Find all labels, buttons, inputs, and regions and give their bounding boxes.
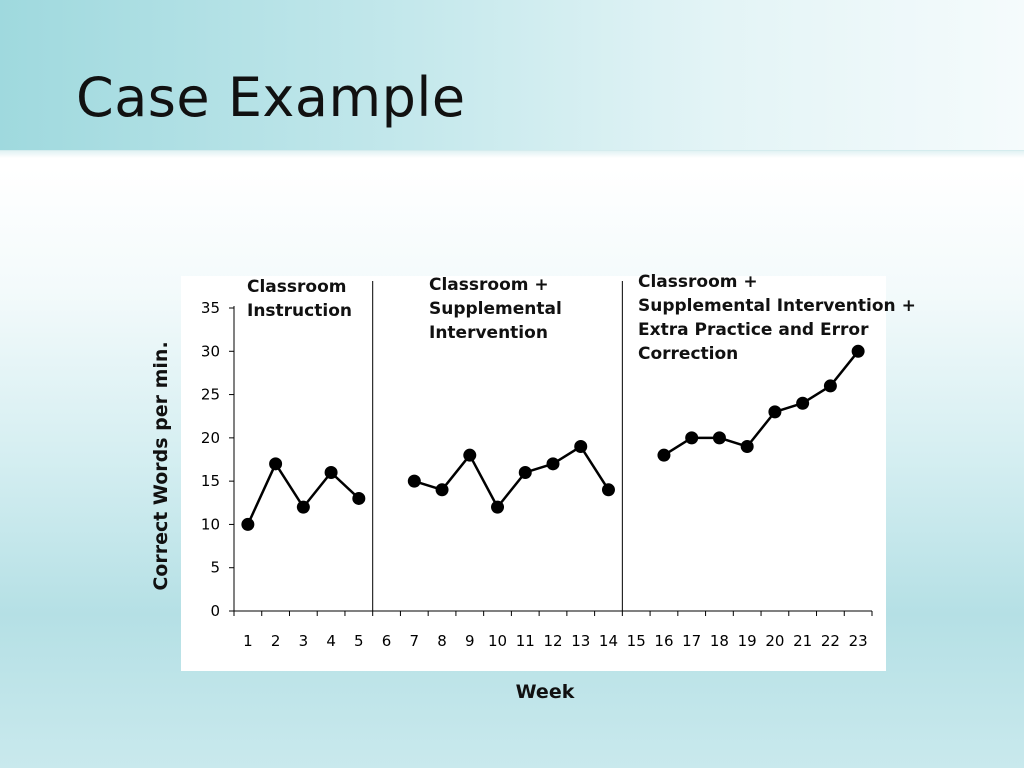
data-point	[712, 431, 726, 445]
phase-label-classroom-instruction: Classroom Instruction	[247, 275, 352, 323]
data-point	[823, 379, 837, 393]
y-tick-label: 0	[210, 602, 220, 620]
data-point	[546, 457, 560, 471]
y-tick-label: 15	[201, 472, 220, 490]
title-band: Case Example	[0, 0, 1024, 158]
data-point	[796, 396, 810, 410]
x-tick-label: 20	[765, 632, 784, 650]
x-tick-label: 15	[627, 632, 646, 650]
x-tick-label: 3	[299, 632, 309, 650]
x-tick-label: 23	[849, 632, 868, 650]
phase-label-line: Correction	[638, 344, 739, 364]
x-tick-label: 1	[243, 632, 253, 650]
x-tick-label: 10	[488, 632, 507, 650]
x-tick-label: 6	[382, 632, 392, 650]
x-tick-label: 18	[710, 632, 729, 650]
x-tick-label: 19	[738, 632, 757, 650]
x-tick-label: 16	[654, 632, 673, 650]
x-tick-label: 21	[793, 632, 812, 650]
x-tick-label: 7	[410, 632, 420, 650]
data-point	[657, 448, 671, 462]
x-tick-label: 13	[571, 632, 590, 650]
phase-label-line: Classroom	[247, 277, 347, 297]
x-axis-title: Week	[515, 681, 575, 703]
series-line	[246, 462, 360, 525]
phase-label-extra-practice: Classroom + Supplemental Intervention + Ex…	[638, 270, 916, 366]
data-point	[518, 465, 532, 479]
x-tick-label: 11	[516, 632, 535, 650]
data-point	[768, 405, 782, 419]
y-axis-title: Correct Words per min.	[150, 341, 172, 591]
phase-label-line: Extra Practice and Error	[638, 320, 869, 340]
y-tick-label: 20	[201, 429, 220, 447]
x-tick-label: 22	[821, 632, 840, 650]
x-tick-label: 12	[543, 632, 562, 650]
y-tick-label: 30	[201, 342, 220, 360]
slide-title: Case Example	[76, 66, 466, 129]
data-point	[463, 448, 477, 462]
phase-label-line: Intervention	[429, 323, 548, 343]
y-tick-label: 5	[210, 559, 220, 577]
phase-label-line: Supplemental Intervention +	[638, 296, 916, 316]
x-tick-label: 17	[682, 632, 701, 650]
y-tick-label: 25	[201, 386, 220, 404]
data-point	[296, 500, 310, 514]
data-point	[491, 500, 505, 514]
phase-label-line: Supplemental	[429, 299, 562, 319]
x-tick-label: 5	[354, 632, 364, 650]
x-tick-label: 14	[599, 632, 618, 650]
data-point	[435, 483, 449, 497]
phase-label-supplemental-intervention: Classroom + Supplemental Intervention	[429, 273, 562, 345]
chart-panel: 0 5 10 15 20 25 30 35 1 2 3 4 5 6 7 8 9 10 11 12 13 14 15 16 17 1…	[181, 276, 886, 671]
y-tick-label: 10	[201, 515, 220, 533]
phase-label-line: Classroom +	[638, 272, 758, 292]
data-point	[685, 431, 699, 445]
data-point	[324, 465, 338, 479]
data-point	[574, 440, 588, 454]
y-tick-label: 35	[201, 299, 220, 317]
data-point	[601, 483, 615, 497]
data-point	[407, 474, 421, 488]
phase-label-line: Instruction	[247, 301, 352, 321]
data-point	[269, 457, 283, 471]
phase-label-line: Classroom +	[429, 275, 549, 295]
data-point	[740, 440, 754, 454]
data-point	[241, 517, 255, 531]
x-tick-label: 9	[465, 632, 475, 650]
series-line	[413, 445, 610, 509]
data-point	[851, 344, 865, 358]
x-tick-label: 2	[271, 632, 281, 650]
x-tick-label: 4	[326, 632, 336, 650]
x-tick-label: 8	[437, 632, 447, 650]
data-point	[352, 491, 366, 505]
